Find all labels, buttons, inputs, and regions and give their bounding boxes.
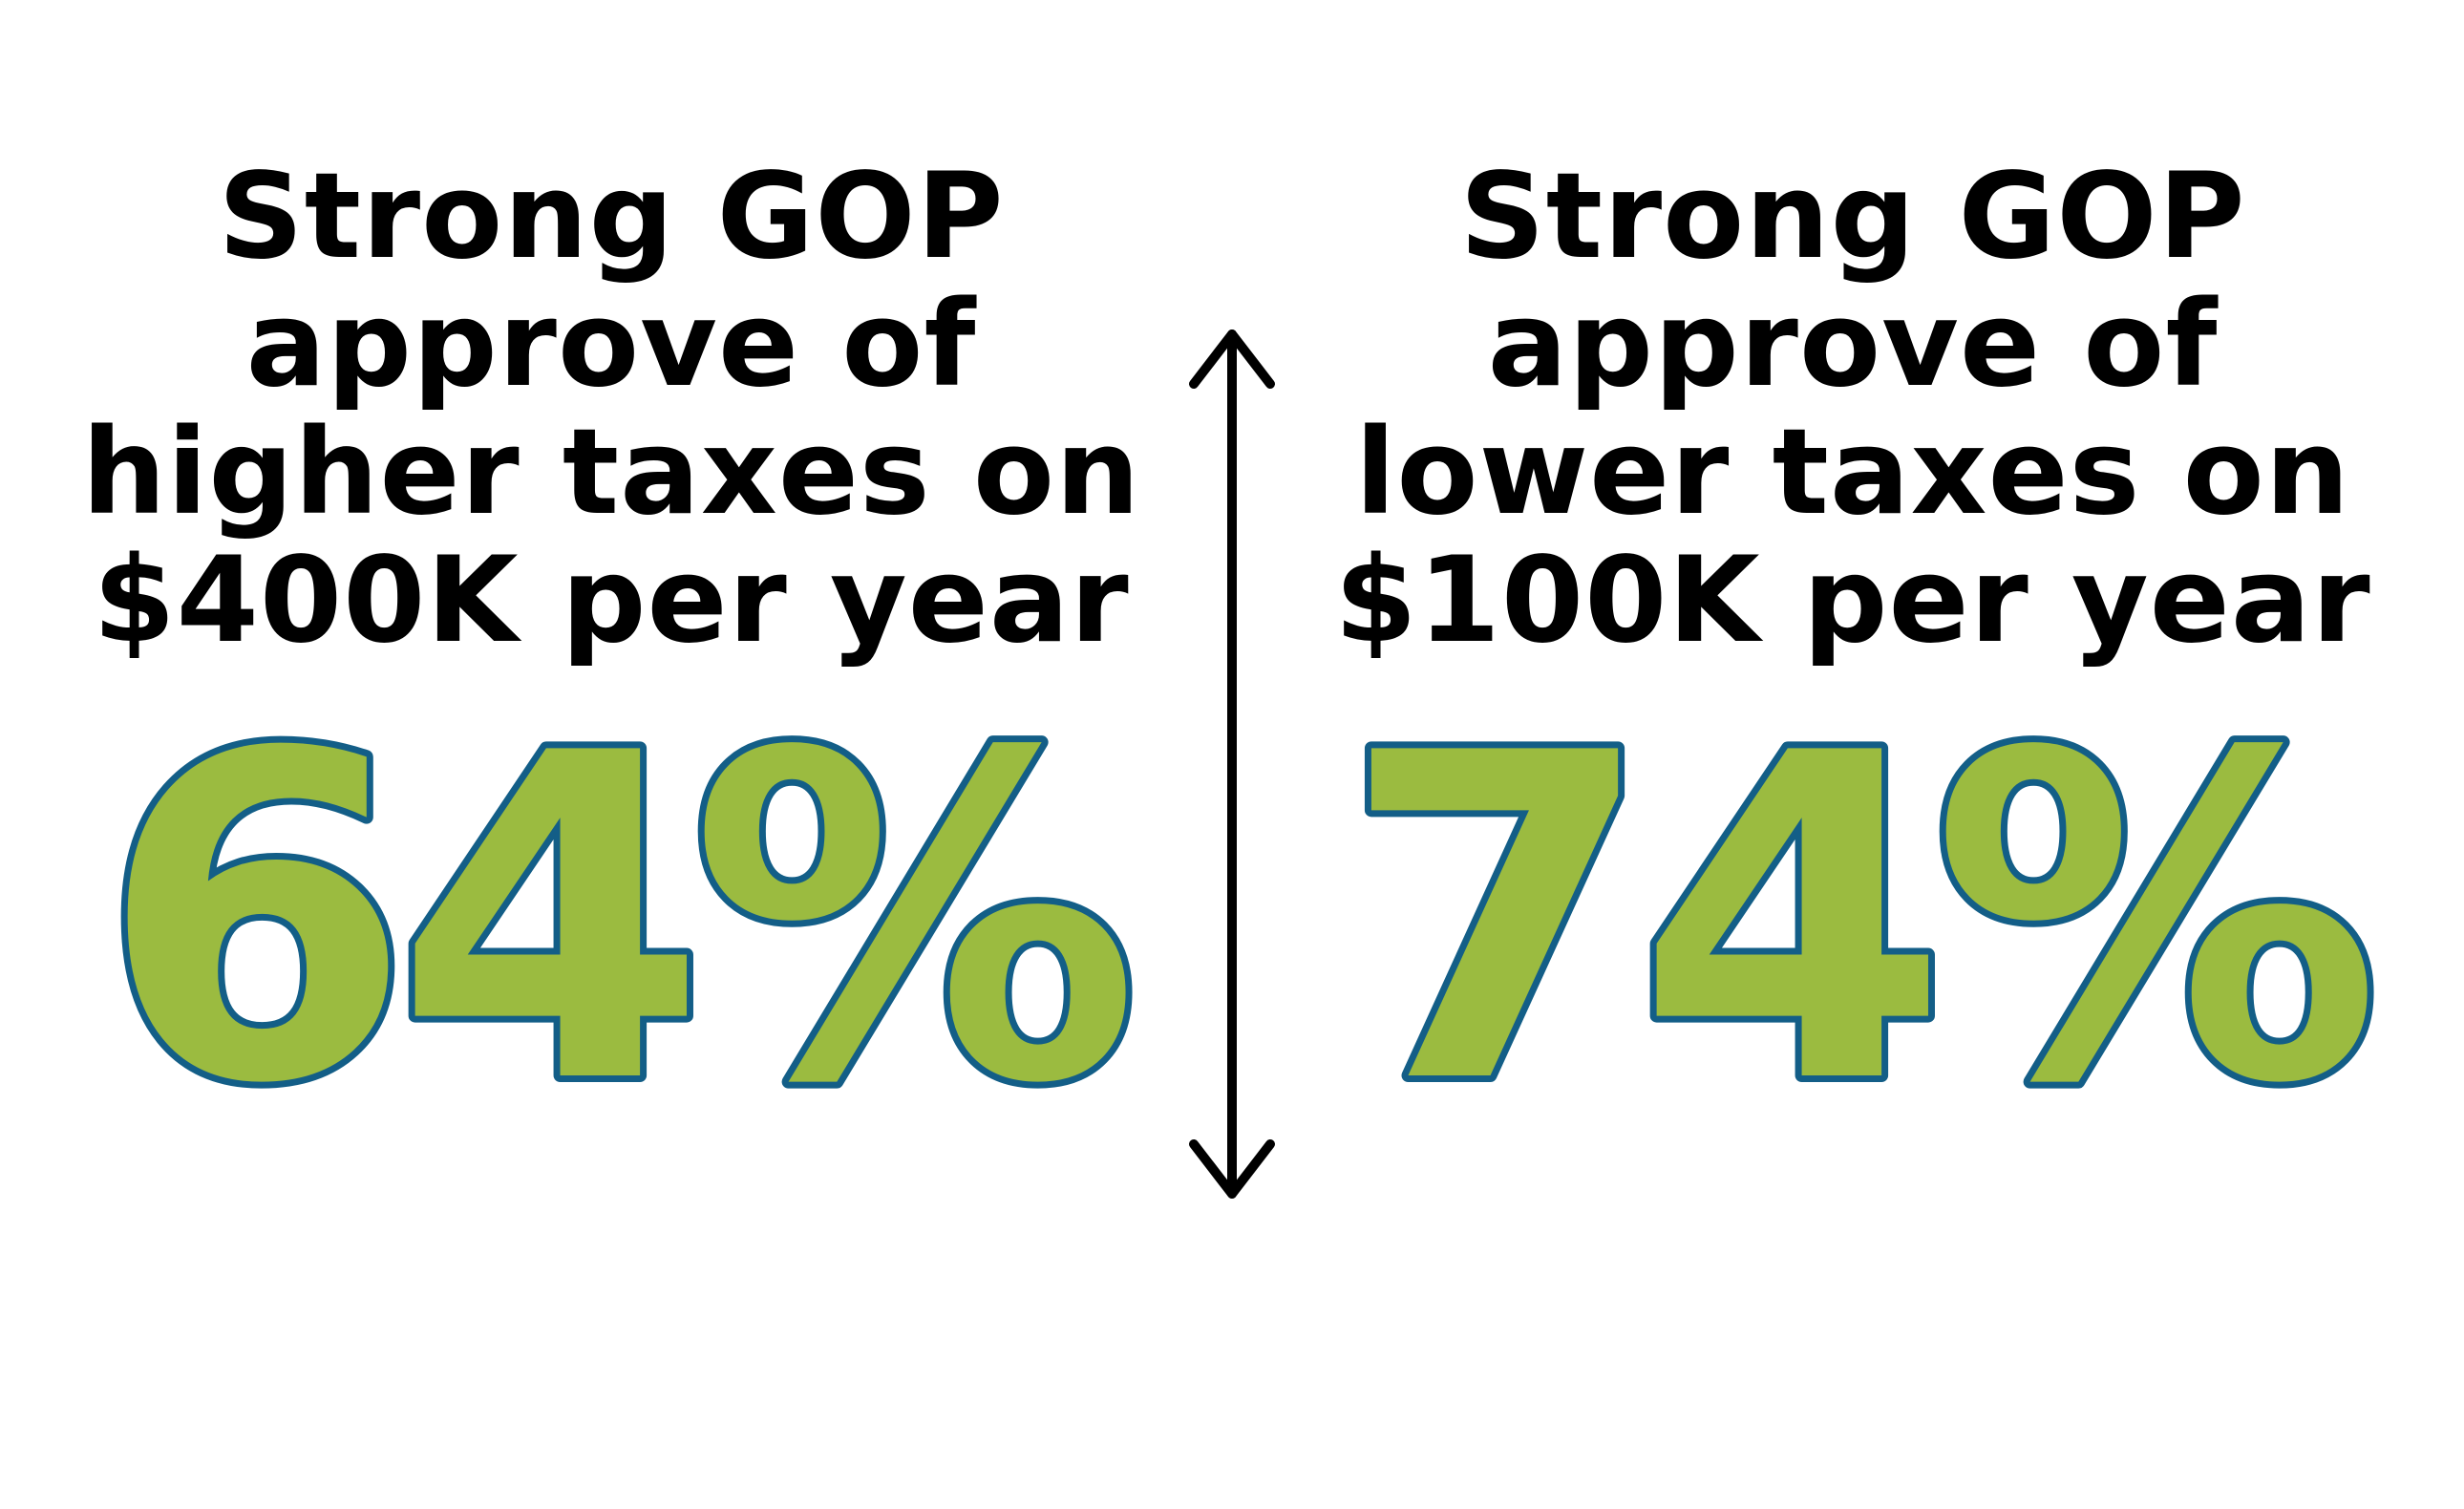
right-percent-figure: 74%	[1280, 703, 2426, 1114]
left-percent-figure: 64%	[38, 703, 1184, 1114]
left-panel: Strong GOP approve of higher taxes on $4…	[38, 153, 1184, 1114]
left-statement-line-1: Strong GOP	[218, 148, 1005, 286]
left-percent-value: 64%	[100, 703, 1133, 1114]
right-percent-value: 74%	[1342, 703, 2374, 1114]
left-statement: Strong GOP approve of higher taxes on $4…	[38, 153, 1184, 665]
right-statement-line-3: lower taxes on	[1354, 404, 2351, 542]
right-statement-line-1: Strong GOP	[1459, 148, 2246, 286]
right-statement: Strong GOP approve of lower taxes on $10…	[1280, 153, 2426, 665]
double-headed-vertical-arrow-icon	[1189, 329, 1275, 1199]
right-statement-line-4: $100K per year	[1334, 532, 2371, 669]
left-statement-line-3: higher taxes on	[81, 404, 1141, 542]
right-statement-line-2: approve of	[1487, 276, 2219, 414]
right-panel: Strong GOP approve of lower taxes on $10…	[1280, 153, 2426, 1114]
left-statement-line-2: approve of	[245, 276, 977, 414]
left-statement-line-4: $400K per year	[93, 532, 1130, 669]
